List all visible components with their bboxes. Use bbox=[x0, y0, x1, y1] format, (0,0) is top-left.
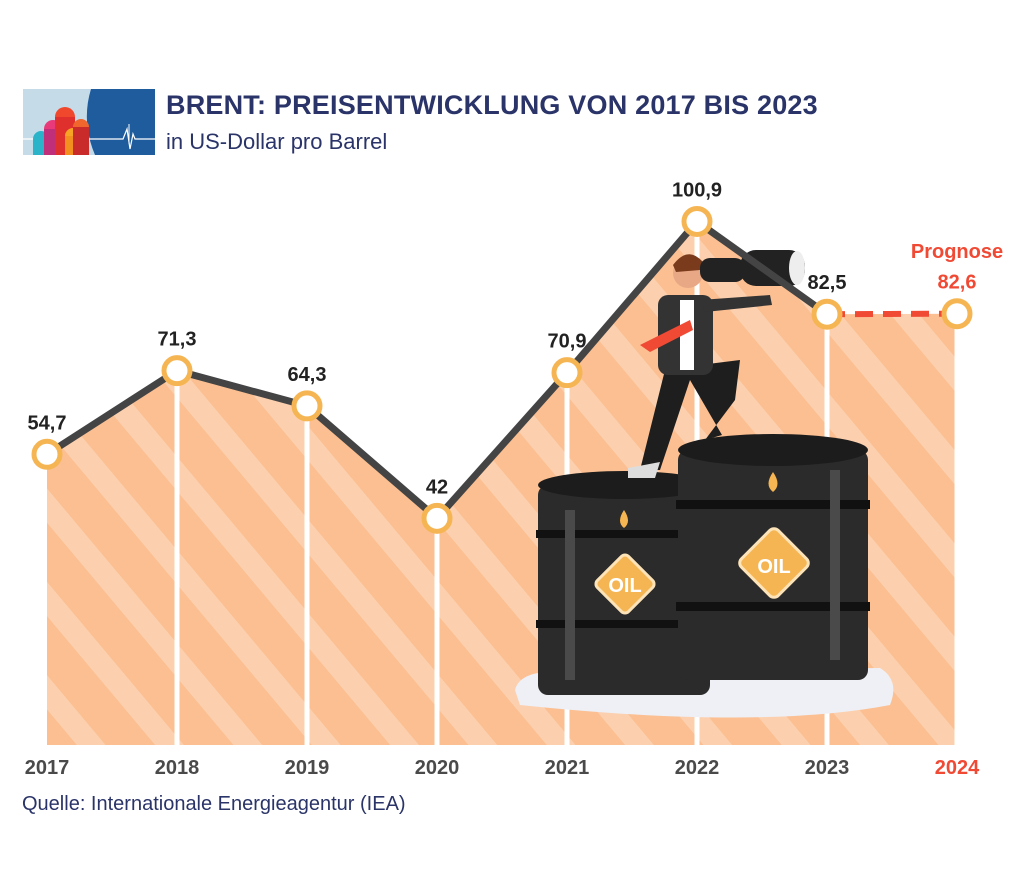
oil-barrels-illustration: OIL OIL bbox=[515, 250, 894, 718]
chart-title: BRENT: PREISENTWICKLUNG VON 2017 BIS 202… bbox=[166, 90, 818, 120]
data-label-2022: 100,9 bbox=[672, 179, 722, 201]
source-note: Quelle: Internationale Energieagentur (I… bbox=[22, 793, 406, 815]
data-label-2018: 71,3 bbox=[158, 329, 197, 351]
x-tick-2024: 2024 bbox=[935, 757, 980, 779]
x-tick-2020: 2020 bbox=[415, 757, 460, 779]
x-tick-2022: 2022 bbox=[675, 757, 720, 779]
barrel-label-right: OIL bbox=[757, 556, 790, 578]
x-tick-2018: 2018 bbox=[155, 757, 200, 779]
x-tick-2017: 2017 bbox=[25, 757, 70, 779]
data-point-2017 bbox=[31, 438, 63, 470]
data-point-2020 bbox=[421, 502, 453, 534]
x-tick-2023: 2023 bbox=[805, 757, 850, 779]
data-point-2023 bbox=[811, 298, 843, 330]
forecast-line bbox=[826, 310, 958, 318]
chart-subtitle: in US-Dollar pro Barrel bbox=[166, 129, 388, 154]
data-point-2019 bbox=[291, 390, 323, 422]
data-label-2024: 82,6 bbox=[938, 272, 977, 294]
logo bbox=[23, 89, 155, 155]
data-point-2024 bbox=[941, 298, 973, 330]
data-point-2022 bbox=[681, 205, 713, 237]
x-tick-2019: 2019 bbox=[285, 757, 330, 779]
data-point-2021 bbox=[551, 357, 583, 389]
data-label-2017: 54,7 bbox=[28, 412, 67, 434]
x-tick-2021: 2021 bbox=[545, 757, 590, 779]
barrel-label-left: OIL bbox=[608, 575, 641, 597]
data-label-2019: 64,3 bbox=[288, 364, 327, 386]
data-point-2018 bbox=[161, 355, 193, 387]
forecast-label: Prognose bbox=[911, 241, 1003, 263]
data-label-2023: 82,5 bbox=[808, 272, 847, 294]
data-label-2020: 42 bbox=[426, 476, 448, 498]
data-label-2021: 70,9 bbox=[548, 331, 587, 353]
